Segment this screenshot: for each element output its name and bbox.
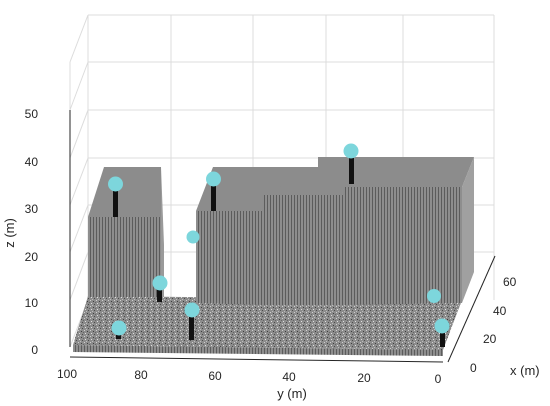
z-axis-ticks: 50 40 30 20 10 0 bbox=[25, 107, 39, 357]
sensor-marker bbox=[108, 176, 123, 217]
building-right-top bbox=[264, 157, 474, 195]
sensor-marker bbox=[184, 302, 200, 340]
sensor-markers bbox=[108, 143, 450, 347]
building-middle-front-2 bbox=[264, 195, 345, 305]
y-tick-label: 100 bbox=[57, 367, 77, 381]
z-tick-label: 20 bbox=[25, 250, 39, 264]
z-tick-label: 10 bbox=[25, 296, 39, 310]
x-tick-label: 0 bbox=[470, 361, 477, 375]
ground-surface bbox=[73, 296, 462, 350]
sensor-marker bbox=[434, 318, 450, 347]
z-tick-label: 50 bbox=[25, 107, 39, 121]
z-axis-label: z (m) bbox=[2, 218, 17, 248]
sensor-marker bbox=[111, 320, 127, 339]
building-left-front bbox=[88, 217, 161, 297]
sensor-marker bbox=[343, 143, 359, 184]
axes bbox=[69, 110, 496, 363]
sensor-marker bbox=[427, 289, 441, 303]
sensor-marker bbox=[186, 230, 200, 244]
sensor-marker bbox=[152, 275, 168, 302]
x-tick-label: 40 bbox=[493, 304, 507, 318]
ground-front-edge bbox=[73, 345, 443, 356]
building-middle-top bbox=[196, 167, 318, 211]
building-left-top bbox=[88, 167, 161, 217]
y-tick-label: 40 bbox=[282, 370, 296, 384]
x-axis-label: x (m) bbox=[510, 363, 540, 378]
y-axis-ticks: 100 80 60 40 20 0 bbox=[57, 367, 442, 386]
building-left-side bbox=[161, 167, 164, 297]
y-tick-label: 60 bbox=[208, 369, 222, 383]
x-axis-ticks: 0 20 40 60 bbox=[470, 275, 517, 375]
y-tick-label: 0 bbox=[435, 372, 442, 386]
z-tick-label: 0 bbox=[31, 343, 38, 357]
sensor-marker bbox=[206, 171, 221, 211]
y-axis-label: y (m) bbox=[277, 386, 307, 401]
building-right-side bbox=[462, 157, 474, 303]
z-tick-label: 30 bbox=[25, 202, 39, 216]
building-right-front bbox=[345, 187, 462, 305]
y-tick-label: 20 bbox=[357, 371, 371, 385]
y-tick-label: 80 bbox=[134, 368, 148, 382]
x-tick-label: 20 bbox=[483, 332, 497, 346]
z-tick-label: 40 bbox=[25, 155, 39, 169]
x-tick-label: 60 bbox=[503, 275, 517, 289]
building-middle-front bbox=[196, 211, 264, 305]
